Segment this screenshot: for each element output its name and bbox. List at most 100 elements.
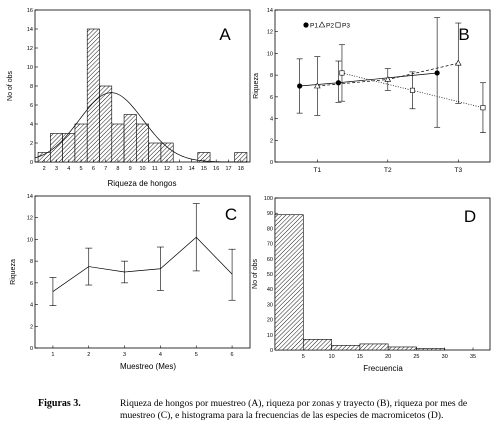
panel-a-ytick-label: 6 bbox=[30, 103, 33, 109]
panel-a-bar bbox=[123, 114, 137, 163]
panel-c-ytick-label: 4 bbox=[30, 303, 33, 309]
panel-d-ytick-label: 60 bbox=[267, 257, 273, 263]
panel-a-xtick-label: 2 bbox=[43, 166, 46, 172]
panel-d-bar bbox=[416, 348, 446, 351]
panel-d-ytick-label: 0 bbox=[270, 348, 273, 354]
panel-d-ytick-label: 30 bbox=[267, 302, 273, 308]
panel-b-series-line-p1 bbox=[299, 72, 438, 87]
panel-a-ytick-label: 10 bbox=[27, 65, 33, 71]
panel-d-xtick-label: 30 bbox=[442, 354, 448, 360]
panel-b-xtick-label: T1 bbox=[313, 167, 321, 174]
panel-b-frame bbox=[274, 9, 491, 163]
panel-a-xtick-label: 4 bbox=[67, 166, 70, 172]
panel-a-ytick-label: 0 bbox=[30, 160, 33, 166]
panel-c-xtick-label: 6 bbox=[231, 352, 234, 358]
panel-a-ytick-label: 4 bbox=[30, 122, 33, 128]
panel-d-bar bbox=[331, 345, 361, 351]
panel-d-xtick-label: 5 bbox=[302, 354, 305, 360]
panel-d-frame bbox=[274, 197, 491, 351]
panel-d-bar bbox=[274, 214, 304, 351]
panel-a-xtick-label: 10 bbox=[139, 166, 145, 172]
panel-b-xtick-label: T3 bbox=[454, 167, 462, 174]
panel-c-series-line bbox=[52, 236, 233, 292]
caption-label: Figuras 3. bbox=[38, 398, 81, 409]
panel-c-label: C bbox=[225, 205, 237, 224]
panel-a-bar bbox=[86, 28, 100, 163]
panel-a-ylabel: No of obs bbox=[7, 71, 14, 101]
panel-c-xtick-label: 1 bbox=[51, 352, 54, 358]
panel-a-bar bbox=[74, 123, 88, 163]
panel-c-ytick-label: 14 bbox=[27, 194, 33, 200]
panel-c-xtick-label: 4 bbox=[159, 352, 162, 358]
panel-a-xtick-label: 13 bbox=[176, 166, 182, 172]
panel-d-ytick-label: 70 bbox=[267, 242, 273, 248]
panel-c-ytick-label: 2 bbox=[30, 324, 33, 330]
panel-a-xtick-label: 8 bbox=[116, 166, 119, 172]
panel-a-ytick-label: 14 bbox=[27, 27, 33, 33]
panel-b-ytick-label: 2 bbox=[270, 138, 273, 144]
panel-b-point-p1 bbox=[297, 83, 303, 89]
panel-c-ytick-label: 0 bbox=[30, 346, 33, 352]
panel-a: 0 2 4 6 8 10 12 14 16 2 3 4 5 6 7 8 9 10 11 12 13 14 15 16 17 18… bbox=[7, 8, 251, 188]
panel-b-ytick-label: 4 bbox=[270, 117, 273, 123]
panel-a-xtick-label: 5 bbox=[80, 166, 83, 172]
panel-c-ytick-label: 12 bbox=[27, 216, 33, 222]
panel-a-bar bbox=[111, 123, 125, 163]
panel-b-legend-marker bbox=[335, 22, 341, 28]
panel-b-point-p3 bbox=[339, 70, 345, 76]
panel-a-bar bbox=[136, 123, 149, 163]
panel-b: 0 2 4 6 8 10 12 14 T1 T2 T3 P1 P2 P3 B Riqueza bbox=[253, 8, 491, 174]
panel-b-ytick-label: 12 bbox=[267, 30, 273, 36]
panel-d-ytick-label: 80 bbox=[267, 226, 273, 232]
panel-c-xtick-label: 2 bbox=[87, 352, 90, 358]
panel-d-ytick-label: 50 bbox=[267, 272, 273, 278]
panel-a-ytick-label: 16 bbox=[27, 8, 33, 14]
panel-b-point-p3 bbox=[480, 105, 486, 111]
panel-b-legend-label: P2 bbox=[326, 23, 334, 30]
panel-d-ytick-label: 90 bbox=[267, 211, 273, 217]
panel-b-ytick-label: 8 bbox=[270, 73, 273, 79]
panel-a-xtick-label: 14 bbox=[189, 166, 195, 172]
panel-a-ytick-label: 2 bbox=[30, 141, 33, 147]
panel-d-label: D bbox=[464, 207, 476, 226]
panel-a-normal-curve bbox=[34, 92, 247, 163]
panel-b-point-p2 bbox=[454, 59, 462, 66]
panel-b-legend-label: P1 bbox=[310, 23, 318, 30]
panel-a-xtick-label: 11 bbox=[152, 166, 158, 172]
panel-b-point-p2 bbox=[313, 82, 321, 89]
panel-c-ylabel: Riqueza bbox=[10, 259, 17, 285]
figure-caption: Figuras 3. Riqueza de hongos por muestre… bbox=[38, 398, 490, 422]
panel-d-bar bbox=[387, 346, 417, 351]
panel-b-point-p2 bbox=[384, 75, 392, 82]
panel-b-xtick-label: T2 bbox=[384, 167, 392, 174]
panel-c-ytick-label: 6 bbox=[30, 281, 33, 287]
panel-a-xtick-label: 3 bbox=[55, 166, 58, 172]
panel-d-xtick-label: 10 bbox=[329, 354, 335, 360]
panel-b-ylabel: Riqueza bbox=[253, 73, 260, 99]
panel-d-ytick-label: 10 bbox=[267, 333, 273, 339]
panel-c-ytick-label: 10 bbox=[27, 237, 33, 243]
panel-b-legend-label: P3 bbox=[342, 23, 350, 30]
panel-a-bar bbox=[148, 142, 162, 163]
panel-b-legend-marker bbox=[318, 21, 326, 28]
panel-b-ytick-label: 6 bbox=[270, 95, 273, 101]
panel-c-xtick-label: 3 bbox=[123, 352, 126, 358]
panel-a-xtick-label: 9 bbox=[129, 166, 132, 172]
panel-b-label: B bbox=[458, 25, 469, 44]
panel-a-bar bbox=[99, 85, 113, 163]
panel-d-ytick-label: 20 bbox=[267, 318, 273, 324]
panel-a-bar bbox=[50, 133, 63, 163]
panel-a-xlabel: Riqueza de hongos bbox=[108, 179, 177, 188]
panel-d-ylabel: No of obs bbox=[252, 259, 259, 289]
panel-c-frame bbox=[34, 195, 251, 349]
panel-b-point-p1 bbox=[434, 70, 440, 76]
panel-b-point-p3 bbox=[409, 87, 415, 93]
panel-b-legend-marker bbox=[303, 22, 309, 28]
panel-c-ytick-label: 8 bbox=[30, 259, 33, 265]
panel-d-bar bbox=[359, 343, 389, 351]
panel-a-bar bbox=[160, 142, 174, 163]
panel-d-xlabel: Frecuencia bbox=[363, 364, 403, 373]
panel-a-ytick-label: 8 bbox=[30, 84, 33, 90]
panel-b-ytick-label: 0 bbox=[270, 160, 273, 166]
